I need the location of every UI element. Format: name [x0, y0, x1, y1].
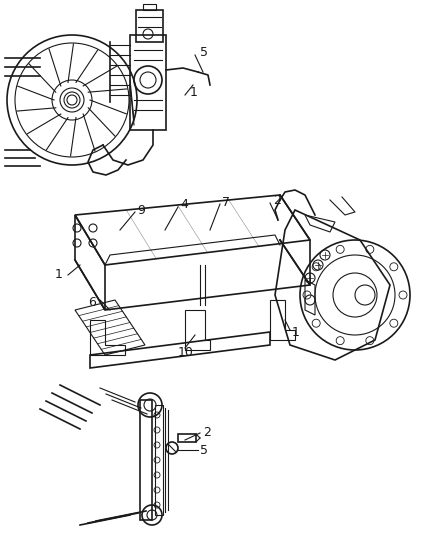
Text: 7: 7: [222, 196, 230, 208]
Text: 10: 10: [178, 345, 194, 359]
Text: 6: 6: [88, 295, 96, 309]
Text: 1: 1: [190, 86, 198, 100]
Text: 5: 5: [200, 443, 208, 456]
Text: 2: 2: [273, 193, 281, 206]
Text: 4: 4: [180, 198, 188, 212]
Text: 1: 1: [55, 269, 63, 281]
Text: 1: 1: [292, 326, 300, 338]
Text: 5: 5: [200, 45, 208, 59]
Text: 2: 2: [203, 425, 211, 439]
Text: 9: 9: [137, 204, 145, 216]
